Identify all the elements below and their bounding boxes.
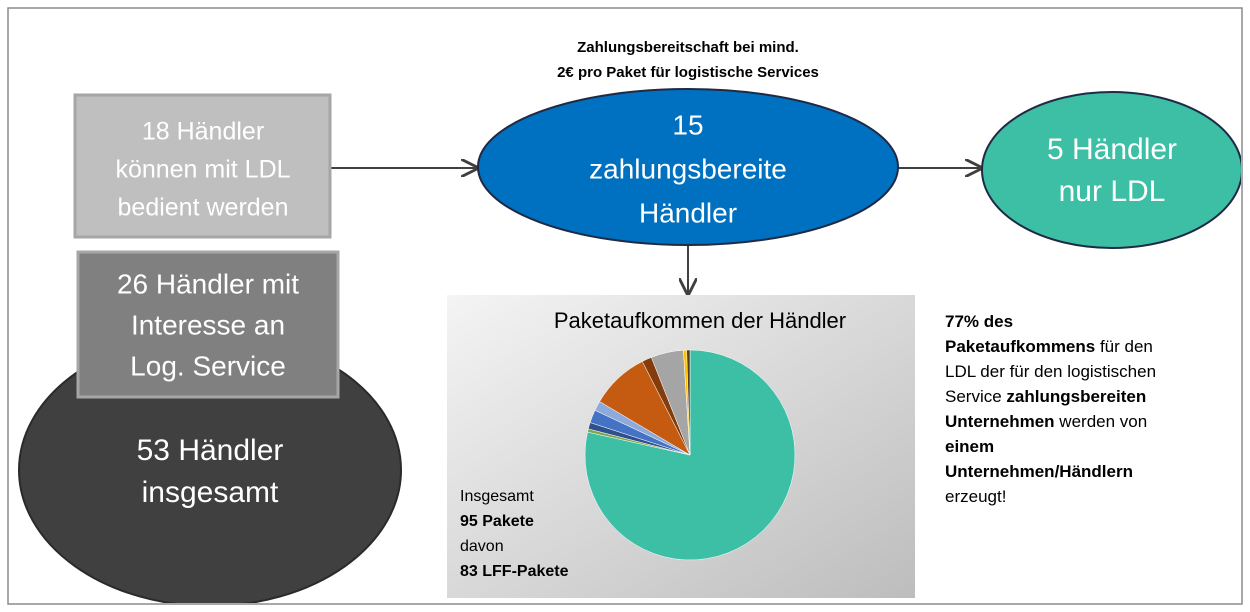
note-run: Unternehmen <box>945 412 1055 431</box>
label-line: können mit LDL <box>115 156 290 184</box>
note-line: Paketaufkommens für den <box>945 337 1153 356</box>
note-line: 83 LFF-Pakete <box>460 563 569 580</box>
label-line: 5 Händler <box>1047 133 1177 166</box>
note-run: für den <box>1095 337 1153 356</box>
label-line: 15 <box>672 109 703 140</box>
ellipse-ldl <box>981 91 1241 249</box>
note-run: davon <box>460 538 504 555</box>
note-run: Paketaufkommens <box>945 337 1095 356</box>
note-line: erzeugt! <box>945 487 1006 506</box>
note-line: Unternehmen werden von <box>945 412 1147 431</box>
chart-title: Paketaufkommen der Händler <box>554 308 846 333</box>
label-line: Händler <box>639 197 737 228</box>
note-run: erzeugt! <box>945 487 1006 506</box>
label-line: nur LDL <box>1059 175 1166 208</box>
note-run: 95 Pakete <box>460 513 534 530</box>
label-line: Log. Service <box>130 350 286 381</box>
note-line: einem <box>945 437 994 456</box>
note-line: Unternehmen/Händlern <box>945 462 1133 481</box>
note-run: 83 LFF-Pakete <box>460 563 569 580</box>
label-line: Zahlungsbereitschaft bei mind. <box>577 39 799 56</box>
label-line: bedient werden <box>118 194 289 222</box>
box-serviceable <box>73 93 332 239</box>
pie-slice <box>686 349 691 456</box>
note-run: 77% des <box>945 312 1013 331</box>
label-line: zahlungsbereite <box>589 153 787 184</box>
note-line: Service zahlungsbereiten <box>945 387 1146 406</box>
pie <box>584 349 796 561</box>
note-run: Service <box>945 387 1006 406</box>
note-run: werden von <box>1055 412 1148 431</box>
note-line: LDL der für den logistischen <box>945 362 1156 381</box>
ellipse-paying <box>477 88 899 246</box>
label-line: 53 Händler <box>137 434 284 467</box>
label-line: 2€ pro Paket für logistische Services <box>557 64 819 81</box>
label-line: insgesamt <box>142 476 279 509</box>
note-run: zahlungsbereiten <box>1006 387 1146 406</box>
note-run: Unternehmen/Händlern <box>945 462 1133 481</box>
note-line: 77% des <box>945 312 1013 331</box>
label-line: Interesse an <box>131 309 285 340</box>
note-line: davon <box>460 538 504 555</box>
label-line: 26 Händler mit <box>117 268 299 299</box>
note-line: Insgesamt <box>460 488 534 505</box>
note-line: 95 Pakete <box>460 513 534 530</box>
note-run: Insgesamt <box>460 488 534 505</box>
note-run: LDL der für den logistischen <box>945 362 1156 381</box>
label-line: 18 Händler <box>142 118 264 146</box>
note-run: einem <box>945 437 994 456</box>
box-interest <box>76 250 340 399</box>
